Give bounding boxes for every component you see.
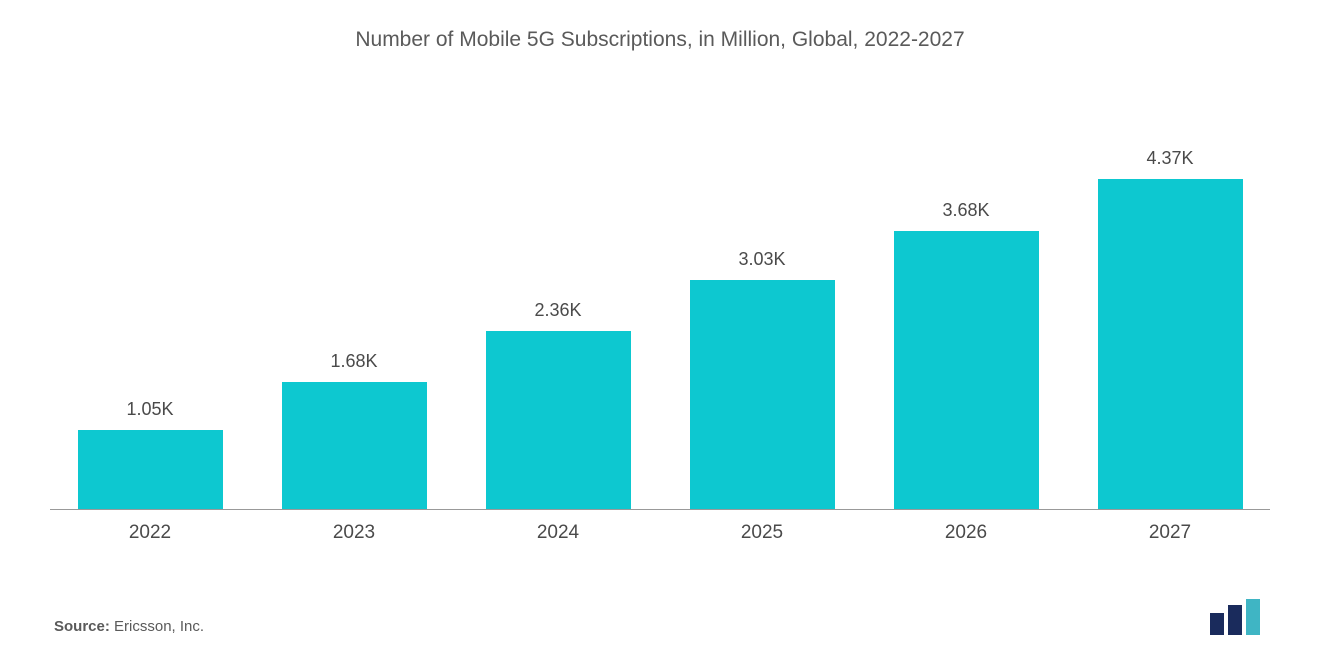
chart-container: Number of Mobile 5G Subscriptions, in Mi… (0, 0, 1320, 665)
bar (78, 430, 223, 509)
bar (690, 280, 835, 509)
bar-value-label: 4.37K (1146, 148, 1193, 169)
source-line: Source: Ericsson, Inc. (54, 618, 204, 635)
chart-footer: Source: Ericsson, Inc. (50, 599, 1270, 635)
chart-title: Number of Mobile 5G Subscriptions, in Mi… (50, 28, 1270, 52)
bar (1098, 179, 1243, 509)
bar-value-label: 3.68K (942, 200, 989, 221)
brand-logo-icon (1208, 599, 1266, 635)
bar (486, 331, 631, 509)
bar-group: 3.68K (876, 112, 1056, 509)
x-axis-label: 2027 (1080, 522, 1260, 544)
logo-bar-3 (1246, 599, 1260, 635)
bar-value-label: 3.03K (738, 249, 785, 270)
logo-bar-1 (1210, 613, 1224, 635)
bar-value-label: 1.05K (126, 399, 173, 420)
bar-group: 2.36K (468, 112, 648, 509)
x-axis-label: 2022 (60, 522, 240, 544)
bar-group: 1.05K (60, 112, 240, 509)
x-axis-label: 2025 (672, 522, 852, 544)
x-axis-label: 2023 (264, 522, 444, 544)
bar-group: 1.68K (264, 112, 444, 509)
bar-value-label: 2.36K (534, 300, 581, 321)
bar-group: 4.37K (1080, 112, 1260, 509)
bar-value-label: 1.68K (330, 351, 377, 372)
logo-bar-2 (1228, 605, 1242, 635)
plot-area: 1.05K 1.68K 2.36K 3.03K 3.68K 4.37K (50, 112, 1270, 510)
bar (894, 231, 1039, 509)
x-axis-label: 2024 (468, 522, 648, 544)
source-text: Ericsson, Inc. (114, 618, 204, 635)
bar (282, 382, 427, 509)
bar-group: 3.03K (672, 112, 852, 509)
source-label: Source: (54, 618, 110, 635)
x-axis: 2022 2023 2024 2025 2026 2027 (50, 510, 1270, 544)
x-axis-label: 2026 (876, 522, 1056, 544)
